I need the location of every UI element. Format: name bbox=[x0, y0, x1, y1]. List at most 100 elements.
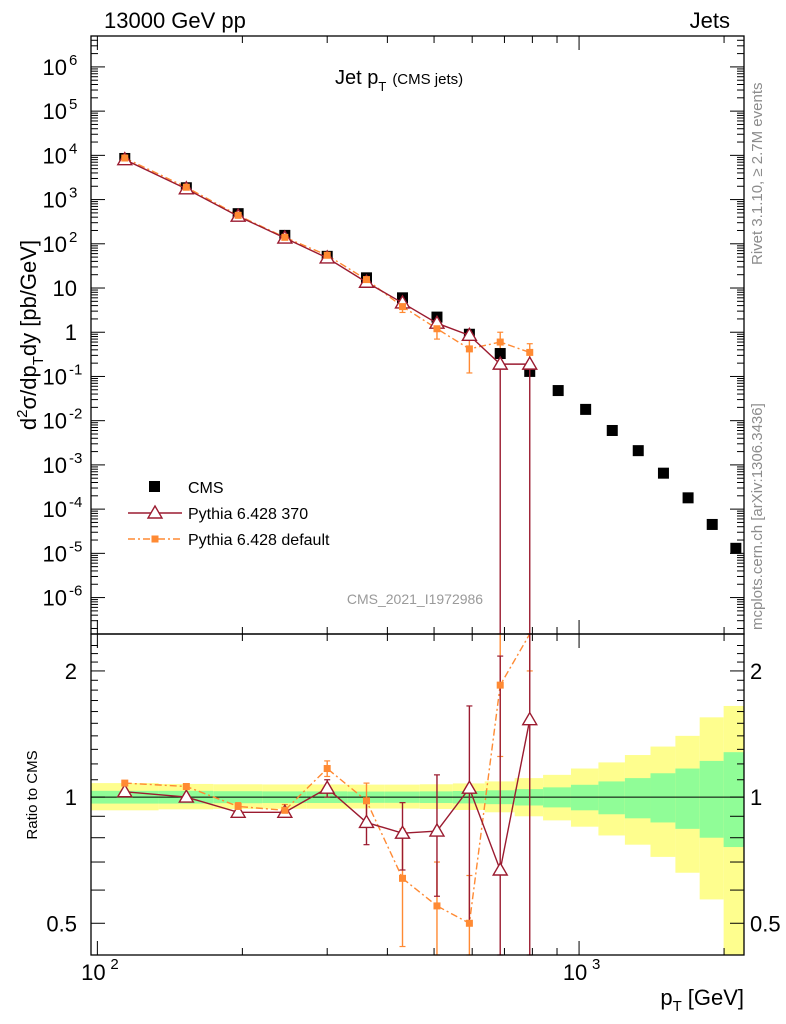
rivet-version-label: Rivet 3.1.10, ≥ 2.7M events bbox=[749, 83, 766, 266]
ratio-pdef-point bbox=[182, 782, 190, 790]
ratio-pdef-point bbox=[399, 874, 407, 882]
main-cms-point bbox=[552, 385, 564, 397]
main-cms-point bbox=[632, 445, 644, 457]
ratio-pdef-point bbox=[496, 681, 504, 689]
ylabel-sigma: σ/dp bbox=[16, 365, 41, 409]
band-green-bin bbox=[624, 778, 651, 819]
collision-label: 13000 GeV pp bbox=[104, 8, 246, 33]
legend: CMS Pythia 6.428 370 Pythia 6.428 defaul… bbox=[128, 480, 330, 549]
ratio-p370-point bbox=[358, 814, 375, 829]
analysis-category: Jets bbox=[690, 8, 730, 33]
main-cms-point bbox=[657, 467, 669, 479]
main-y-tick-label: 10 bbox=[43, 143, 67, 168]
main-y-tick-label: 1 bbox=[65, 320, 77, 345]
main-y-tick-label-exp: -5 bbox=[69, 538, 82, 555]
main-y-tick-label-exp: -2 bbox=[69, 406, 82, 423]
mcplots-reference: mcplots.cern.ch [arXiv:1306.3436] bbox=[749, 403, 766, 630]
analysis-watermark: CMS_2021_I1972986 bbox=[347, 591, 483, 607]
ratio-uncertainty-bands bbox=[91, 705, 744, 955]
ratio-p370-point bbox=[116, 783, 134, 798]
main-y-tick-label-exp: -1 bbox=[69, 361, 82, 378]
main-y-tick-label-exp: 3 bbox=[69, 185, 77, 202]
ratio-y-tick-label-right: 1 bbox=[750, 785, 762, 810]
ratio-p370-point bbox=[178, 788, 195, 803]
xlabel-sub: T bbox=[673, 998, 682, 1015]
ratio-p370-point bbox=[229, 803, 247, 818]
ratio-pdef-point bbox=[234, 802, 242, 810]
main-y-tick-label: 10 bbox=[43, 409, 67, 434]
main-y-tick-label: 10 bbox=[43, 99, 67, 124]
ratio-y-tick-label-left: 1 bbox=[65, 785, 77, 810]
main-p370-point bbox=[521, 355, 538, 370]
main-pdef-point bbox=[182, 183, 190, 191]
ratio-y-axis-label: Ratio to CMS bbox=[24, 750, 41, 839]
ylabel-sup: 2 bbox=[14, 409, 31, 417]
main-y-tick-label: 10 bbox=[43, 453, 67, 478]
legend-p370-marker bbox=[146, 504, 164, 519]
title-note: (CMS jets) bbox=[392, 71, 463, 88]
axes-layer: 10 2 10 310 610 510 410 310 210110-110-210-310-4… bbox=[43, 35, 781, 985]
legend-cms-marker bbox=[149, 481, 160, 492]
main-pdef-point bbox=[121, 154, 129, 162]
x-tick-label-exp: 3 bbox=[592, 956, 600, 973]
data-layer bbox=[116, 151, 742, 956]
ylabel-d: d bbox=[16, 418, 41, 430]
main-pdef-point bbox=[496, 338, 504, 346]
band-green-bin bbox=[675, 768, 700, 829]
main-pdef-point bbox=[281, 233, 289, 241]
main-y-tick-label-exp: 2 bbox=[69, 229, 77, 246]
ratio-p370-point bbox=[428, 822, 446, 837]
ratio-p370-point bbox=[461, 779, 478, 794]
main-pdef-point bbox=[526, 348, 534, 356]
main-pdef-point bbox=[465, 345, 473, 353]
band-green-bin bbox=[598, 781, 625, 815]
x-tick-label: 10 bbox=[81, 960, 105, 985]
main-pdef-point bbox=[433, 325, 441, 333]
main-cms-point bbox=[494, 348, 506, 360]
legend-cms-label: CMS bbox=[188, 480, 224, 497]
main-y-axis-label: d2σ/dpTdy [pb/GeV] bbox=[14, 240, 47, 430]
xlabel-unit: [GeV] bbox=[688, 985, 744, 1010]
main-y-tick-label: 10 bbox=[43, 541, 67, 566]
main-cms-point bbox=[706, 518, 718, 530]
main-y-tick-label: 10 bbox=[43, 232, 67, 257]
x-tick-label-exp: 2 bbox=[110, 956, 118, 973]
main-y-tick-label-exp: 5 bbox=[69, 96, 77, 113]
main-cms-point bbox=[580, 403, 592, 415]
ratio-y-tick-label-right: 2 bbox=[750, 659, 762, 684]
xlabel-p: p bbox=[660, 985, 672, 1010]
ratio-pdef-point bbox=[465, 919, 473, 927]
ratio-p370-point bbox=[492, 861, 509, 876]
main-y-tick-label: 10 bbox=[53, 276, 77, 301]
main-y-tick-label-exp: 4 bbox=[69, 140, 77, 157]
main-pdef-point bbox=[234, 211, 242, 219]
ratio-pdef-point bbox=[433, 902, 441, 910]
ratio-pdef-point bbox=[323, 765, 331, 773]
main-y-tick-label-exp: -4 bbox=[69, 494, 82, 511]
ratio-y-tick-label-right: 0.5 bbox=[750, 911, 781, 936]
plot-title: Jet pT (CMS jets) bbox=[335, 67, 463, 94]
main-cms-point bbox=[682, 492, 694, 504]
band-green-bin bbox=[699, 760, 724, 838]
main-cms-point bbox=[606, 424, 618, 436]
ratio-y-tick-label-left: 2 bbox=[65, 659, 77, 684]
band-green-bin bbox=[650, 773, 676, 823]
ratio-pdef-point bbox=[281, 806, 289, 814]
main-pdef-point bbox=[323, 251, 331, 259]
ratio-panel-frame bbox=[90, 633, 745, 956]
main-y-tick-label: 10 bbox=[43, 497, 67, 522]
ylabel-sub: T bbox=[30, 356, 47, 365]
main-pdef-point bbox=[362, 276, 370, 284]
main-pdef-point bbox=[399, 303, 407, 311]
ratio-pdef-point bbox=[121, 779, 129, 787]
main-p370-point bbox=[461, 326, 478, 342]
main-y-tick-label: 10 bbox=[43, 188, 67, 213]
legend-pdef-label: Pythia 6.428 default bbox=[188, 532, 330, 549]
title-main: Jet p bbox=[335, 67, 378, 89]
main-y-tick-label-exp: -6 bbox=[69, 583, 82, 600]
main-y-tick-label: 10 bbox=[43, 364, 67, 389]
ratio-p370-point bbox=[521, 711, 538, 726]
ratio-p370-point bbox=[318, 779, 336, 794]
legend-p370-label: Pythia 6.428 370 bbox=[188, 506, 308, 523]
